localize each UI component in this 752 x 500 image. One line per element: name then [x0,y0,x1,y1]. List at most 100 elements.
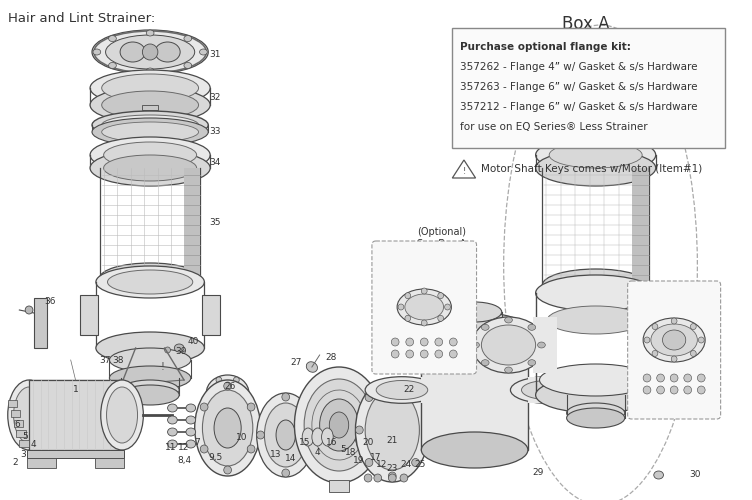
Ellipse shape [421,288,427,294]
Text: !: ! [161,362,165,372]
Text: 29: 29 [533,468,544,477]
Ellipse shape [195,380,260,476]
Ellipse shape [629,70,637,76]
Ellipse shape [391,350,399,358]
Ellipse shape [433,339,439,345]
Ellipse shape [398,339,404,345]
Text: 34: 34 [209,158,221,167]
Ellipse shape [282,469,290,477]
Ellipse shape [322,428,333,446]
Ellipse shape [538,38,653,82]
Bar [142,105,158,110]
Ellipse shape [102,74,199,102]
Text: 14: 14 [285,454,296,463]
Text: 26: 26 [225,382,236,391]
Ellipse shape [547,98,644,126]
Ellipse shape [656,386,665,394]
Ellipse shape [233,377,239,383]
Ellipse shape [216,377,222,383]
Ellipse shape [405,294,444,320]
Text: Motor Shaft Keys comes w/Motor (Item#1): Motor Shaft Keys comes w/Motor (Item#1) [481,164,702,174]
Ellipse shape [247,445,255,453]
Ellipse shape [420,350,428,358]
Ellipse shape [554,44,562,50]
Ellipse shape [521,380,573,400]
Ellipse shape [320,399,359,451]
Ellipse shape [702,360,710,366]
Ellipse shape [438,292,444,298]
Text: 31: 31 [209,50,221,59]
Ellipse shape [14,387,44,443]
Ellipse shape [400,474,408,482]
Ellipse shape [670,386,678,394]
Ellipse shape [356,378,429,482]
Ellipse shape [535,77,656,113]
Ellipse shape [656,325,710,365]
Ellipse shape [224,466,232,474]
Ellipse shape [535,150,656,186]
Bar [80,295,98,335]
Text: (Optional)
See Box A: (Optional) See Box A [641,284,691,306]
Ellipse shape [684,386,692,394]
Ellipse shape [168,428,177,436]
Bar [20,440,29,447]
Ellipse shape [421,426,429,434]
Bar [421,330,528,450]
Ellipse shape [644,337,650,343]
Ellipse shape [365,376,438,404]
Text: 19: 19 [353,456,364,465]
Text: Hair and Lint Strainer:: Hair and Lint Strainer: [8,12,155,25]
Ellipse shape [547,81,644,109]
Bar [184,168,201,278]
Ellipse shape [365,390,420,470]
Ellipse shape [421,312,528,348]
Ellipse shape [206,375,249,411]
Bar [11,410,20,417]
Ellipse shape [224,382,232,390]
Ellipse shape [90,70,210,106]
Text: 7: 7 [195,438,201,447]
Ellipse shape [535,94,656,130]
Ellipse shape [643,374,651,382]
Text: 5: 5 [23,432,28,441]
Ellipse shape [92,30,208,74]
Ellipse shape [538,342,545,348]
Text: 12: 12 [178,443,190,452]
Ellipse shape [411,458,420,466]
FancyBboxPatch shape [372,241,477,374]
Ellipse shape [174,344,184,352]
Ellipse shape [356,426,363,434]
Ellipse shape [411,394,420,402]
Ellipse shape [165,347,171,353]
Ellipse shape [365,394,373,402]
Ellipse shape [398,315,404,321]
Ellipse shape [535,275,656,311]
Ellipse shape [390,327,396,333]
Ellipse shape [108,36,117,42]
Ellipse shape [697,386,705,394]
Text: 20: 20 [362,438,374,447]
Ellipse shape [481,324,489,330]
Ellipse shape [481,325,535,365]
Text: 4: 4 [315,448,320,457]
Text: 5: 5 [340,445,346,454]
Bar [421,376,441,404]
Ellipse shape [690,324,696,330]
Ellipse shape [690,350,696,356]
Text: 10: 10 [236,433,248,442]
Ellipse shape [702,324,710,330]
Ellipse shape [388,474,396,482]
Ellipse shape [656,360,663,366]
Ellipse shape [416,344,421,350]
Text: 33: 33 [209,127,221,136]
Ellipse shape [651,324,697,356]
Text: for use on EQ Series® Less Strainer: for use on EQ Series® Less Strainer [460,122,647,132]
Ellipse shape [365,458,373,466]
Ellipse shape [168,416,177,424]
Bar [329,480,349,492]
Text: 9,5: 9,5 [208,453,222,462]
Ellipse shape [90,137,210,173]
Ellipse shape [420,338,428,346]
Ellipse shape [539,364,652,396]
Text: 40: 40 [188,337,199,346]
